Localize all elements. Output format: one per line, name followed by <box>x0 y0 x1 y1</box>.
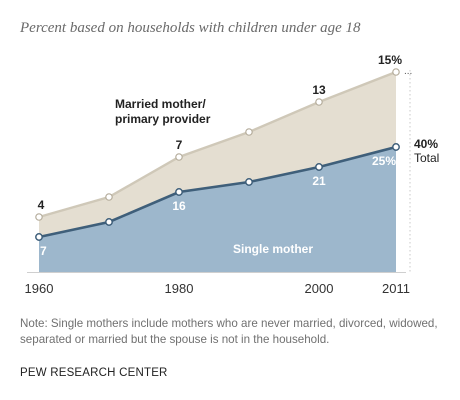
chart-note: Note: Single mothers include mothers who… <box>20 317 438 346</box>
series-label-married-line-1: Married mother/ <box>115 97 206 111</box>
x-tick-label-1980: 1980 <box>165 281 194 296</box>
series-label-married-mother: Married mother/primary provider <box>115 97 211 126</box>
area-married-mother <box>39 72 396 237</box>
single-value-label-1980: 16 <box>172 199 186 213</box>
marker-single-mother-1980 <box>175 188 183 196</box>
ellipsis-marker: ... <box>404 66 412 77</box>
marker-total-1960 <box>35 213 43 221</box>
single-value-label-2011: 25% <box>372 154 396 168</box>
area-single-mother <box>39 147 396 272</box>
marker-single-mother-1990 <box>245 178 253 186</box>
marker-total-2011 <box>392 68 400 76</box>
chart-subtitle: Percent based on households with childre… <box>20 20 361 36</box>
married-value-label-1980: 7 <box>176 138 183 152</box>
line-total <box>38 70 397 219</box>
total-text-label: Total <box>414 151 439 165</box>
stacked-area-chart: 1960 1980 2000 2011 4 7 13 15%... 7 16 21 25% Marrie… <box>25 53 440 296</box>
marker-single-mother-2011 <box>392 143 400 151</box>
x-tick-label-2011: 2011 <box>382 281 410 296</box>
married-value-label-2011: 15% <box>378 53 402 67</box>
series-label-single-mother: Single mother <box>233 242 313 256</box>
x-tick-label-1960: 1960 <box>25 281 54 296</box>
marker-total-2000 <box>315 98 323 106</box>
married-value-label-2000: 13 <box>312 83 326 97</box>
marker-single-mother-1970 <box>105 218 113 226</box>
marker-total-1970 <box>105 193 113 201</box>
marker-total-1980 <box>175 153 183 161</box>
line-single-mother <box>38 145 397 239</box>
single-value-label-2000: 21 <box>312 174 326 188</box>
marker-single-mother-1960 <box>35 233 43 241</box>
marker-single-mother-2000 <box>315 163 323 171</box>
x-tick-label-2000: 2000 <box>305 281 334 296</box>
series-label-married-line-2: primary provider <box>115 112 211 126</box>
source-credit: PEW RESEARCH CENTER <box>20 367 168 379</box>
single-value-label-1960: 7 <box>40 244 47 258</box>
marker-total-1990 <box>245 128 253 136</box>
married-value-label-1960: 4 <box>38 198 45 212</box>
total-value-label: 40% <box>414 137 438 151</box>
